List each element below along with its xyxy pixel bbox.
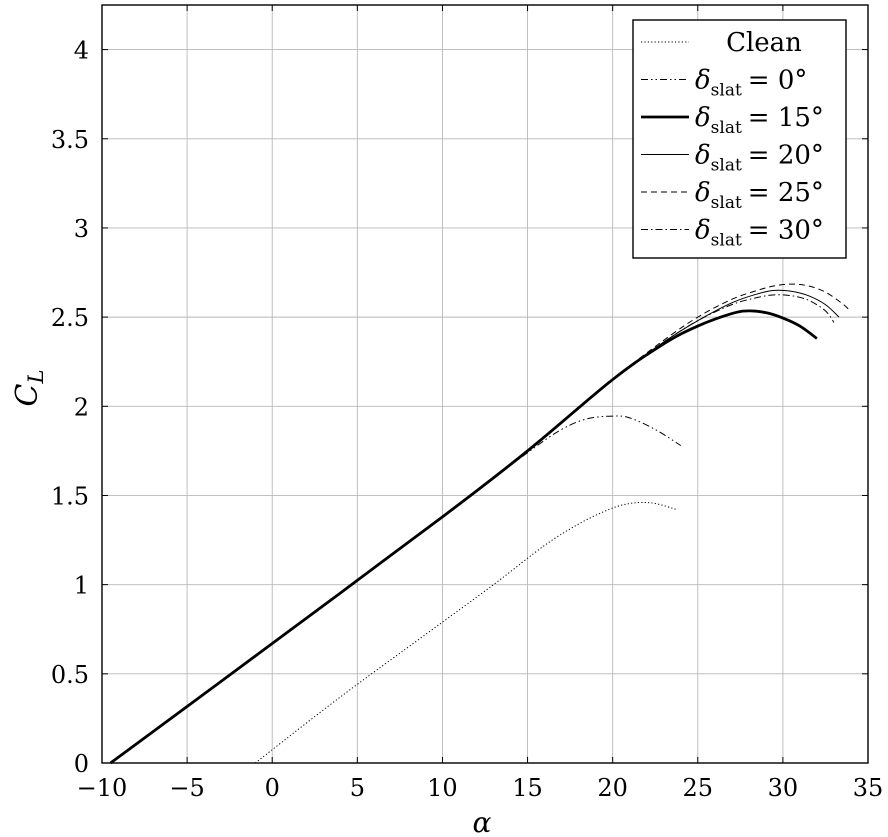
y-tick-label: 2.5	[51, 304, 89, 332]
x-tick-label: −5	[169, 774, 204, 802]
legend-label: δslat = 30°	[695, 216, 824, 251]
series-line-0	[254, 501, 678, 764]
tick-labels: −10 −5 0 5 10 15 20 25 30 35 0 0.5 1 1.5 2 2.5 3 3.5 4	[51, 37, 883, 802]
legend-entry: Clean	[641, 28, 802, 58]
x-tick-label: 30	[768, 774, 799, 802]
legend-label: δslat = 20°	[695, 141, 824, 176]
legend-entry: δslat = 25°	[641, 178, 824, 213]
y-tick-label: 4	[74, 37, 89, 65]
y-tick-label: 1.5	[51, 482, 89, 510]
series-line-4	[476, 283, 852, 493]
y-axis-label-subscript: L	[24, 370, 48, 385]
plot-frame	[101, 4, 869, 764]
legend-label: Clean	[726, 28, 802, 58]
legend-label: δslat = 0°	[695, 66, 807, 101]
legend-label: δslat = 15°	[695, 103, 824, 138]
series-line-5	[527, 294, 835, 452]
legend-entry: δslat = 0°	[641, 66, 807, 101]
legend-entry: δslat = 15°	[641, 103, 824, 138]
y-tick-label: 3	[74, 215, 89, 243]
legend-entry: δslat = 30°	[641, 216, 824, 251]
series-line-1	[110, 415, 682, 764]
series-layer	[109, 283, 852, 765]
y-axis-label-main: C	[10, 383, 45, 406]
y-tick-label: 0.5	[51, 661, 89, 689]
ticks	[101, 5, 869, 764]
x-tick-label: 25	[683, 774, 714, 802]
x-tick-label: −10	[77, 774, 128, 802]
x-tick-label: 0	[265, 774, 280, 802]
y-tick-label: 0	[74, 750, 89, 778]
legend-label: δslat = 25°	[695, 178, 824, 213]
y-axis-label: CL	[10, 370, 48, 407]
legend-box	[632, 19, 847, 259]
series-line-3	[527, 289, 840, 452]
x-axis-label: α	[473, 806, 492, 837]
y-tick-label: 3.5	[51, 126, 89, 154]
x-tick-label: 20	[597, 774, 628, 802]
y-tick-label: 2	[74, 393, 89, 421]
x-tick-label: 35	[853, 774, 884, 802]
x-tick-label: 5	[350, 774, 365, 802]
x-tick-label: 10	[427, 774, 458, 802]
series-line-2	[109, 309, 818, 765]
legend-entry: δslat = 20°	[641, 141, 824, 176]
x-tick-label: 15	[512, 774, 543, 802]
y-tick-label: 1	[74, 572, 89, 600]
